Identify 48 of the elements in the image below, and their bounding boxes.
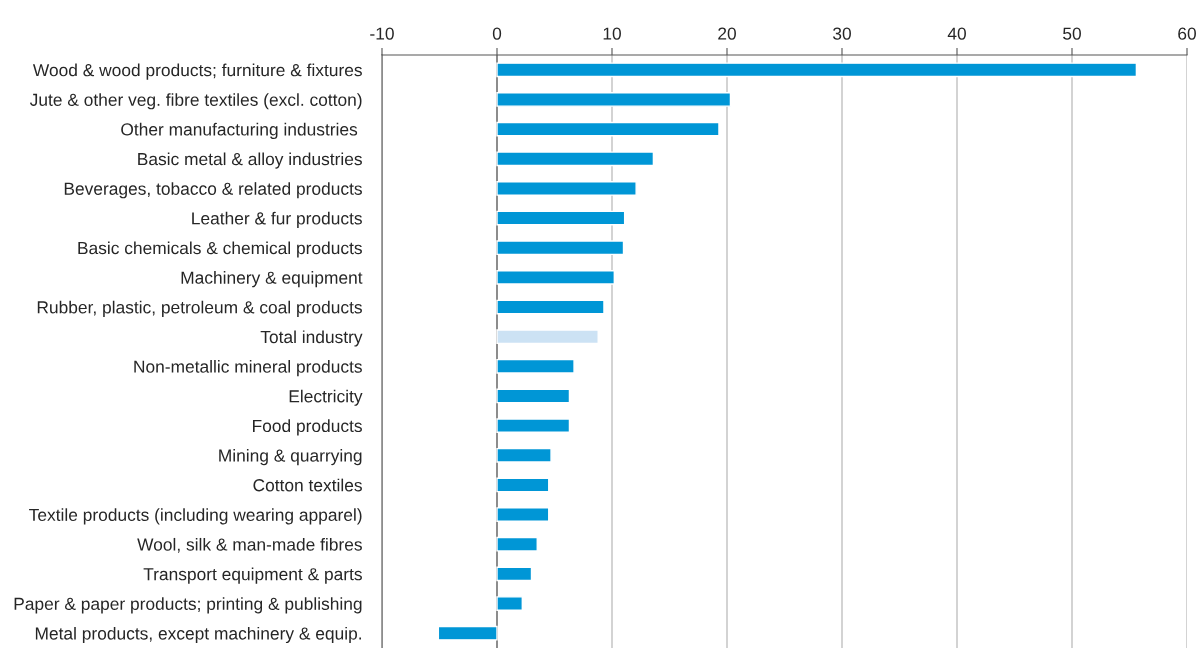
bar bbox=[496, 62, 1138, 78]
bar bbox=[496, 596, 523, 611]
bar bbox=[496, 92, 732, 107]
y-tick-label: Paper & paper products; printing & publishing bbox=[14, 597, 362, 614]
x-tick-label: 30 bbox=[833, 27, 851, 40]
y-tick-label: Cotton textiles bbox=[253, 478, 362, 492]
y-tick-label: Wood & wood products; furniture & fixtures bbox=[32, 63, 362, 80]
bar bbox=[496, 388, 571, 404]
y-tick-label: Food products bbox=[253, 419, 362, 436]
bar bbox=[496, 477, 550, 493]
bar bbox=[496, 121, 720, 137]
y-tick-label: Electricity bbox=[289, 389, 363, 406]
y-tick-label: Other manufacturing industries bbox=[121, 122, 358, 140]
y-tick-label: Leather & fur products bbox=[192, 211, 362, 228]
y-tick-label: Textile products (including wearing apparel) bbox=[29, 508, 362, 525]
x-tick-label: 20 bbox=[718, 27, 736, 40]
y-tick-label: Total industry bbox=[260, 330, 363, 347]
bar bbox=[496, 270, 615, 285]
y-tick-label: Transport equipment & parts bbox=[143, 567, 362, 584]
y-tick-label: Basic chemicals & chemical products bbox=[78, 241, 362, 258]
bar bbox=[496, 507, 550, 522]
y-tick-label: Jute & other veg. fibre textiles (excl. cotton) bbox=[29, 93, 362, 110]
x-tick-label: 60 bbox=[1178, 27, 1196, 40]
y-tick-label: Rubber, plastic, petroleum & coal products bbox=[37, 300, 362, 317]
bar bbox=[437, 625, 498, 641]
bar bbox=[496, 181, 637, 196]
x-tick-label: 40 bbox=[947, 27, 966, 40]
y-tick-label: Metal products, except machinery & equip. bbox=[35, 626, 361, 644]
bar bbox=[496, 418, 571, 433]
y-tick-label: Mining & quarrying bbox=[219, 448, 362, 466]
x-tick-label: 0 bbox=[492, 27, 502, 40]
x-tick-label: -10 bbox=[370, 27, 394, 40]
bar bbox=[496, 447, 552, 463]
bar bbox=[496, 240, 625, 256]
x-tick-label: 10 bbox=[603, 27, 621, 40]
bar bbox=[496, 151, 655, 167]
x-tick-label: 50 bbox=[1063, 27, 1081, 40]
bar bbox=[496, 358, 575, 374]
bar bbox=[496, 329, 599, 345]
y-tick-label: Non-metallic mineral products bbox=[134, 360, 362, 377]
bar bbox=[496, 566, 533, 582]
bar bbox=[496, 536, 538, 552]
y-tick-label: Basic metal & alloy industries bbox=[138, 152, 362, 169]
y-tick-label: Wool, silk & man-made fibres bbox=[137, 537, 362, 553]
bar bbox=[496, 210, 626, 226]
y-tick-label: Beverages, tobacco & related products bbox=[64, 182, 362, 199]
y-tick-label: Machinery & equipment bbox=[181, 271, 363, 288]
bar bbox=[496, 299, 605, 315]
